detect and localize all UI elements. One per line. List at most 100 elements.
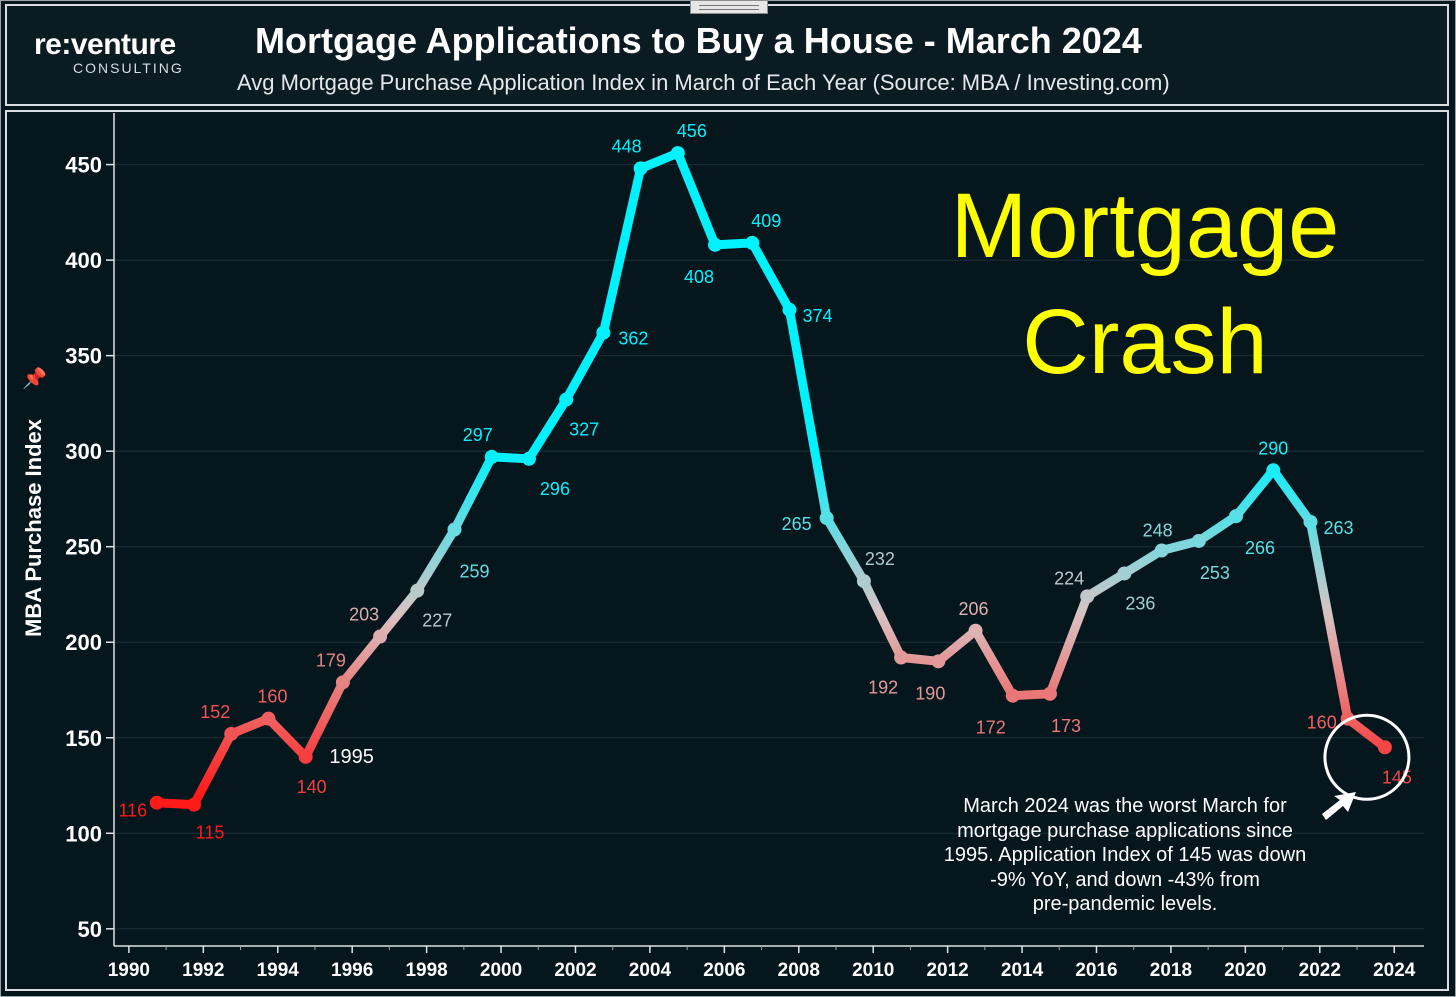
- logo-text: re:venture: [34, 28, 176, 61]
- data-label: 297: [463, 425, 493, 445]
- y-tick-label: 150: [65, 726, 102, 751]
- data-point: [1005, 688, 1020, 703]
- data-label: 456: [677, 121, 707, 141]
- highlight-circle: [1323, 713, 1411, 801]
- series-line: [152, 148, 1390, 810]
- data-label: 152: [200, 702, 230, 722]
- x-tick-label: 2006: [703, 960, 745, 981]
- y-tick-label: 450: [65, 153, 102, 178]
- data-point: [819, 511, 834, 526]
- data-label: 265: [782, 514, 812, 534]
- drag-handle[interactable]: [690, 0, 768, 14]
- x-tick-label: 2022: [1299, 960, 1341, 981]
- data-point: [224, 726, 239, 741]
- x-tick-label: 2004: [629, 960, 672, 981]
- data-label: 409: [751, 211, 781, 231]
- data-label: 227: [422, 611, 452, 631]
- overlay-line-1: Mortgage: [950, 175, 1340, 277]
- data-point: [1266, 463, 1281, 478]
- y-tick-label: 300: [65, 439, 102, 464]
- data-label: 173: [1051, 716, 1081, 736]
- data-label: 327: [569, 420, 599, 440]
- data-point: [410, 583, 425, 598]
- x-tick-label: 2008: [778, 960, 820, 981]
- data-label: 290: [1258, 438, 1288, 458]
- data-point: [447, 522, 462, 537]
- data-point: [1042, 686, 1057, 701]
- data-label: 374: [802, 306, 832, 326]
- x-tick-label: 2000: [480, 960, 522, 981]
- data-label: 192: [868, 678, 898, 698]
- overlay-line-2: Crash: [1022, 291, 1268, 393]
- annotation-line: -9% YoY, and down -43% from: [990, 868, 1260, 891]
- data-point: [1117, 566, 1132, 581]
- data-point: [670, 146, 685, 161]
- x-tick-label: 2020: [1224, 960, 1266, 981]
- x-tick-label: 2002: [554, 960, 596, 981]
- plot-border: [5, 110, 1449, 991]
- y-tick-label: 50: [78, 917, 102, 942]
- data-point: [596, 325, 611, 340]
- data-label: 362: [618, 329, 648, 349]
- annotation-line: 1995. Application Index of 145 was down: [943, 844, 1307, 866]
- data-label: 140: [297, 777, 327, 797]
- data-label: 408: [684, 267, 714, 287]
- data-label: 203: [349, 604, 379, 624]
- x-tick-label: 2018: [1150, 960, 1192, 981]
- data-label: 206: [959, 599, 989, 619]
- data-label: 259: [460, 562, 490, 582]
- x-tick-label: 2014: [1001, 960, 1044, 981]
- data-point: [633, 161, 648, 176]
- x-tick-label: 2012: [926, 960, 968, 981]
- data-point: [298, 749, 313, 764]
- data-point: [745, 235, 760, 250]
- data-label: 296: [540, 479, 570, 499]
- data-point: [782, 302, 797, 317]
- y-tick-label: 100: [65, 821, 102, 846]
- data-label: 253: [1200, 563, 1230, 583]
- x-tick-label: 1990: [108, 960, 150, 981]
- pin-icon[interactable]: 📌: [22, 368, 47, 390]
- data-label: 115: [196, 823, 225, 843]
- data-label: 263: [1323, 518, 1353, 538]
- data-point: [559, 392, 574, 407]
- y-tick-label: 350: [65, 344, 102, 369]
- annotation-line: pre-pandemic levels.: [1032, 893, 1218, 915]
- data-point: [1191, 533, 1206, 548]
- annotations-layer: [1322, 713, 1411, 820]
- data-point: [149, 795, 164, 810]
- data-label: 248: [1143, 521, 1173, 541]
- x-tick-label: 2024: [1373, 960, 1416, 981]
- x-tick-label: 2016: [1075, 960, 1117, 981]
- data-label: 236: [1125, 593, 1155, 613]
- data-point: [931, 654, 946, 669]
- data-points: [149, 146, 1392, 812]
- callout-year-label: 1995: [329, 746, 374, 768]
- data-point: [484, 449, 499, 464]
- annotation-text: March 2024 was the worst March for mortg…: [920, 794, 1330, 917]
- series-line-layer: [152, 148, 1390, 810]
- gridlines: [114, 164, 1424, 930]
- data-label: 160: [257, 687, 287, 707]
- x-tick-label: 2010: [852, 960, 894, 981]
- data-label: 179: [316, 650, 346, 670]
- mortgage-crash-text: Mortgage Crash: [920, 168, 1370, 400]
- data-point: [1377, 740, 1392, 755]
- x-tick-label: 1994: [257, 960, 300, 981]
- data-label: 145: [1382, 767, 1412, 787]
- chart-header: re:venture CONSULTING Mortgage Applicati…: [5, 4, 1449, 106]
- data-point: [856, 574, 871, 589]
- data-point: [1303, 514, 1318, 529]
- data-label: 448: [612, 136, 642, 156]
- data-point: [1229, 509, 1244, 524]
- x-tick-label: 1996: [331, 960, 373, 981]
- y-tick-label: 250: [65, 535, 102, 560]
- data-label: 172: [976, 718, 1006, 738]
- data-point: [894, 650, 909, 665]
- data-label: 160: [1307, 713, 1337, 733]
- x-tick-label: 1992: [182, 960, 224, 981]
- data-point: [373, 629, 388, 644]
- data-point: [187, 797, 202, 812]
